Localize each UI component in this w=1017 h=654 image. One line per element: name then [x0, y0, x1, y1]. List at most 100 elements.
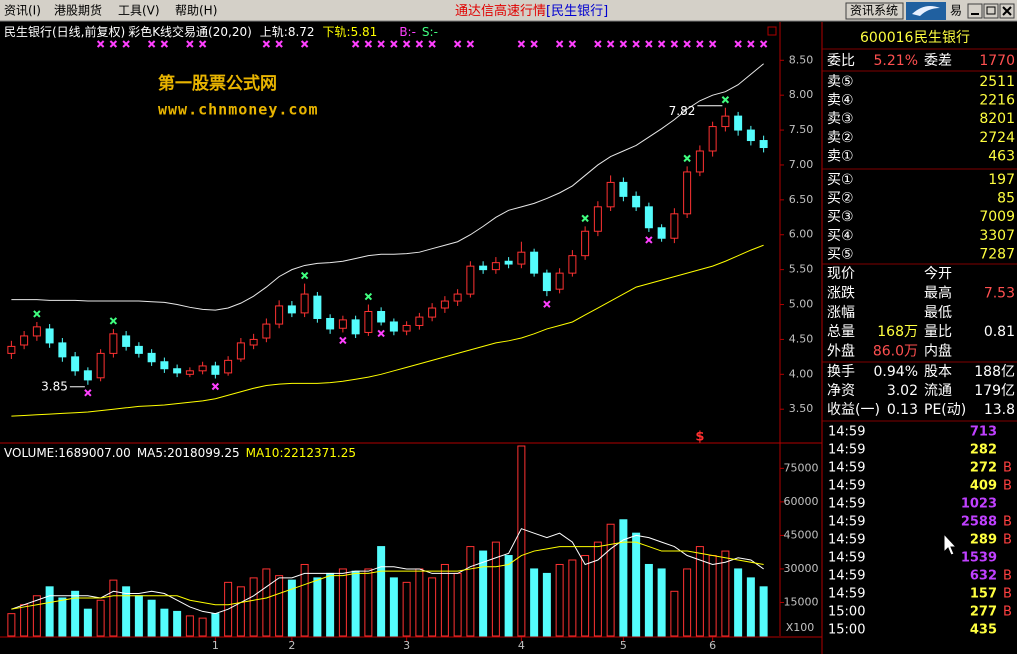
quote-label: 股本 [924, 364, 952, 380]
volume-bar [415, 568, 424, 637]
volume-bar [185, 615, 194, 637]
candle-body [759, 140, 768, 149]
flag-signal [262, 40, 271, 48]
candle-body [338, 319, 347, 329]
y-tick-label: 7.50 [789, 123, 814, 136]
quote-value: 168万 [877, 324, 918, 340]
app-name: 通达信高速行情 [455, 3, 546, 19]
quote-label: 涨幅 [827, 305, 855, 321]
candle-body [695, 150, 704, 173]
close-icon [1002, 6, 1012, 16]
menu-item[interactable]: 工具(V) [118, 4, 160, 18]
candle-body [581, 230, 590, 257]
y-tick-label: 4.50 [789, 332, 814, 345]
volume-bar [249, 577, 258, 637]
candle-body [606, 181, 615, 208]
quote-label: 净资 [827, 383, 855, 399]
candle-body [134, 345, 143, 354]
order-volume: 7287 [979, 246, 1015, 262]
quote-label: 流通 [924, 383, 952, 399]
volume-bar [134, 595, 143, 637]
volume-bar [147, 599, 156, 637]
order-label: 卖① [827, 148, 854, 164]
volume-bar [581, 555, 590, 637]
top-signal [109, 317, 118, 325]
menu-item[interactable]: 资讯(I) [4, 4, 41, 18]
news-button-label[interactable]: 资讯系统 [850, 4, 898, 18]
flag-signal [466, 40, 475, 48]
logo-label[interactable]: 易 [950, 4, 962, 18]
volume-bar [71, 590, 80, 637]
y-tick-label: 5.00 [789, 298, 814, 311]
bottom-signal [84, 389, 92, 397]
candle-body [45, 328, 54, 344]
y-tick-label: 5.50 [789, 263, 814, 276]
volume-bar [708, 555, 717, 637]
lower-label: 下轨:5.81 [323, 25, 378, 39]
volume-bar [491, 541, 500, 637]
order-label: 买① [827, 172, 854, 188]
candle-body [377, 311, 386, 323]
candle-body [224, 359, 233, 374]
candle-body [160, 361, 169, 370]
news-button[interactable] [845, 2, 904, 20]
band-line [11, 63, 764, 311]
y-tick-label: 3.50 [789, 402, 814, 415]
quote-label: 委比 [827, 53, 855, 69]
order-volume: 3307 [979, 228, 1015, 244]
volume-bar [644, 563, 653, 637]
quote-value: 5.21% [874, 53, 918, 69]
flag-signal [186, 40, 194, 48]
volume-bar [759, 586, 768, 637]
volume-bar [313, 577, 322, 637]
flag-signal [594, 40, 602, 48]
tick-volume: 2588 [961, 515, 997, 530]
tick-volume: 277 [970, 605, 997, 620]
ma-line [11, 541, 764, 610]
x-tick-label: 1 [212, 639, 219, 652]
tick-time: 14:59 [828, 533, 865, 548]
volume-bar [721, 550, 730, 637]
candle-body [96, 352, 105, 379]
y-tick-label: 7.00 [789, 158, 814, 171]
marker: $ [695, 430, 704, 445]
menu-item[interactable]: 港股期货 [54, 3, 102, 18]
y-tick-label: 30000 [784, 562, 819, 575]
quote-value: 13.8 [984, 402, 1015, 418]
flag-signal [530, 40, 538, 48]
quote-label: 量比 [924, 324, 952, 340]
menu-item[interactable]: 帮助(H) [175, 4, 217, 18]
volume-bar [530, 568, 539, 637]
candle-body [619, 181, 628, 197]
quote-value: 7.53 [984, 285, 1015, 301]
volume-bar [351, 570, 360, 637]
candle-body [326, 317, 335, 330]
restore-button[interactable] [983, 3, 999, 19]
volume-bar [198, 617, 207, 637]
volume-bar [670, 590, 679, 637]
candle-body [708, 126, 717, 152]
flag-signal [683, 40, 691, 48]
candle-body [313, 295, 322, 319]
candle-body [20, 335, 29, 346]
order-volume: 197 [988, 172, 1015, 188]
volume-bar [287, 579, 296, 637]
candle-body [415, 316, 424, 326]
chart-title: 民生银行(日线,前复权) [4, 24, 125, 39]
tick-volume: 282 [970, 443, 997, 458]
minimize-button[interactable] [967, 3, 983, 19]
volume-bar [504, 555, 513, 637]
tick-volume: 409 [970, 479, 997, 494]
tick-volume: 272 [970, 461, 997, 476]
volume-bar [568, 559, 577, 637]
tick-flag: B [1003, 515, 1012, 530]
volume-bar [632, 532, 641, 637]
bottom-signal [645, 236, 653, 244]
panel-toggle[interactable] [767, 26, 777, 36]
quote-value: 0.81 [984, 324, 1015, 340]
tick-time: 14:59 [828, 443, 865, 458]
order-volume: 7009 [979, 209, 1015, 225]
tick-volume: 289 [970, 533, 997, 548]
x-tick-label: 6 [709, 639, 716, 652]
candle-body [466, 265, 475, 295]
